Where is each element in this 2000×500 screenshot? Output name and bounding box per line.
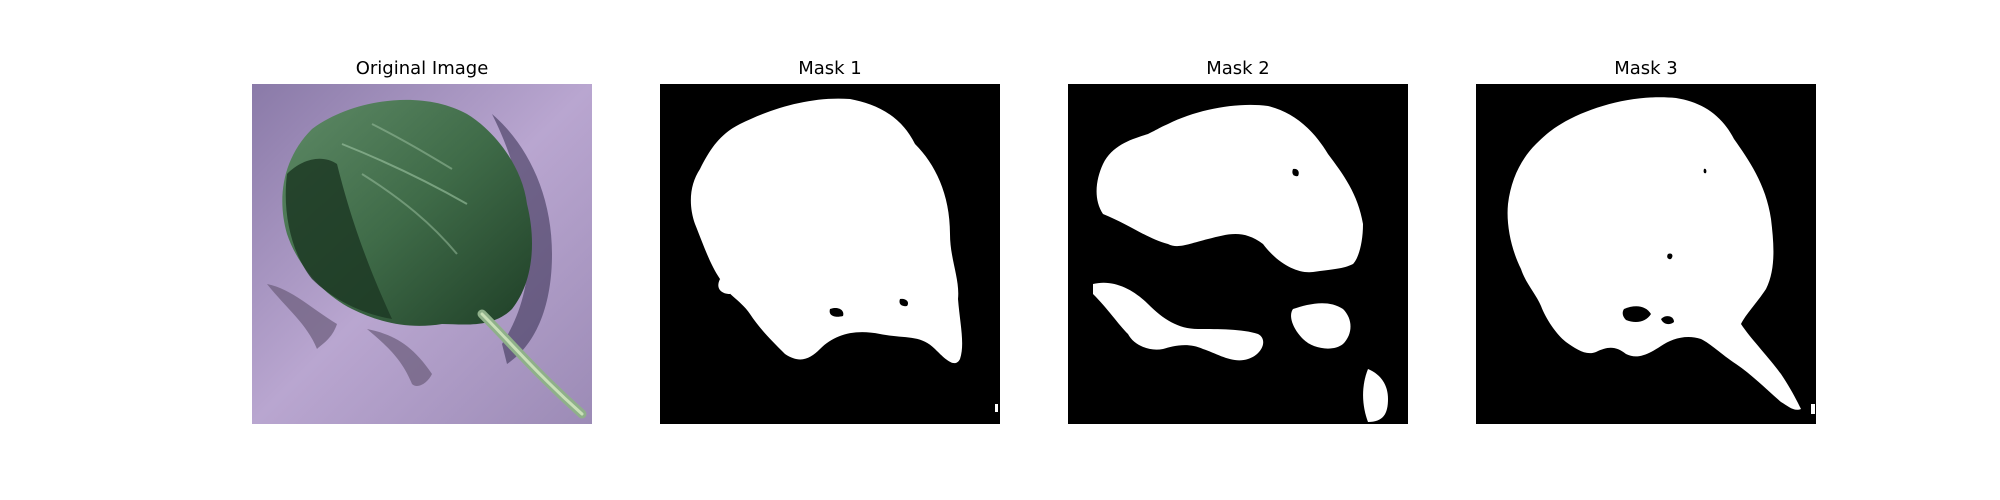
leaf-photo: [252, 84, 592, 424]
segmentation-mask: [660, 84, 1000, 424]
panel-title: Mask 2: [1206, 58, 1270, 79]
panel-title: Original Image: [355, 58, 489, 79]
panel-mask-1: Mask 1: [660, 0, 1000, 500]
mask-2-image: [1068, 84, 1408, 424]
original-leaf-image: [252, 84, 592, 424]
panel-original-image: Original Image: [252, 0, 592, 500]
segmentation-mask: [1068, 84, 1408, 424]
panel-title: Mask 3: [1614, 58, 1678, 79]
panel-mask-3: Mask 3: [1476, 0, 1816, 500]
panel-title: Mask 1: [798, 58, 862, 79]
mask-1-image: [660, 84, 1000, 424]
segmentation-mask: [1476, 84, 1816, 424]
mask-3-image: [1476, 84, 1816, 424]
panel-mask-2: Mask 2: [1068, 0, 1408, 500]
